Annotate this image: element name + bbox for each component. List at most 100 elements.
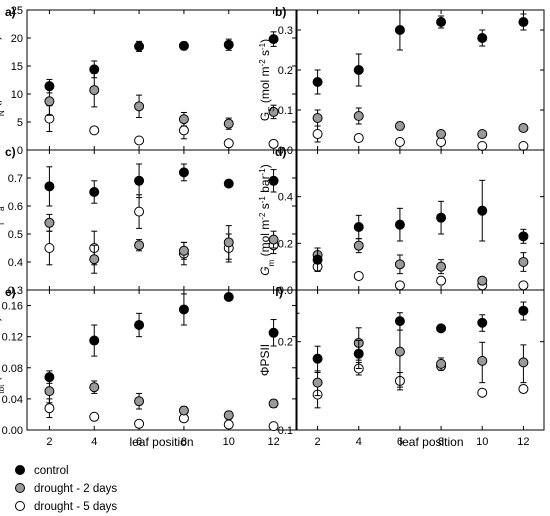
x-tick-label: 10 — [476, 436, 488, 448]
data-point — [134, 175, 145, 186]
panel-c-y-axis-title: Ci/Ca — [0, 206, 6, 233]
series-drought-5-days — [44, 105, 279, 149]
y-tick-label: 0.12 — [2, 332, 23, 344]
data-point — [477, 355, 488, 366]
data-point — [312, 377, 323, 388]
panel-b-y-axis-title: GS (mol m-2 s-1) — [258, 39, 276, 121]
data-point — [353, 348, 364, 359]
x-tick-label: 4 — [356, 436, 362, 448]
panel-e-label: e) — [5, 285, 16, 299]
data-point — [477, 317, 488, 328]
series-control — [44, 292, 279, 384]
series-control — [312, 179, 529, 272]
panel-d-frame — [296, 149, 545, 291]
y-tick-label: 5 — [17, 117, 23, 129]
data-point — [394, 121, 405, 131]
y-tick-label: 25 — [11, 5, 23, 17]
panel-b: b) 0.0 0.1 0.2 0.3GS (mol m-2 s-1) — [258, 5, 545, 157]
data-point — [178, 40, 189, 51]
x-tick-label: 6 — [397, 436, 403, 448]
data-point — [312, 129, 323, 139]
data-point — [178, 405, 189, 416]
legend: control drought - 2 days drought - 5 day… — [15, 465, 117, 513]
data-point — [518, 257, 529, 267]
panels: a) 0 5 10 15 20 25 PN (µmol m-2 s-1) b) 0.0 0.1 0.2… — [0, 5, 545, 448]
data-point — [178, 114, 189, 125]
y-tick-label: 0.2 — [278, 238, 293, 250]
data-point — [44, 386, 55, 397]
panel-e: e) 0.00 0.04 0.08 0.12 0.16 2 4 6 8 10 12 Gtot (mol … — [0, 285, 297, 448]
x-axis-title-left: leaf position — [129, 435, 193, 449]
series-drought-2-days — [312, 323, 529, 397]
x-tick-label: 12 — [517, 436, 529, 448]
data-point — [518, 123, 529, 133]
data-point — [89, 125, 100, 136]
data-point — [134, 396, 145, 407]
data-point — [44, 243, 55, 253]
legend-item-control: control — [15, 465, 69, 477]
data-point — [89, 64, 100, 75]
y-tick-label: 10 — [11, 89, 23, 101]
x-tick-label: 2 — [315, 436, 321, 448]
x-tick-label: 4 — [91, 436, 97, 448]
y-tick-label: 0.16 — [2, 301, 23, 313]
data-point — [134, 135, 145, 146]
data-point — [134, 320, 145, 330]
panel-c-frame — [26, 149, 297, 291]
data-point — [353, 133, 364, 143]
data-point — [353, 65, 364, 75]
y-tick-label: 0.4 — [278, 192, 293, 204]
data-point — [312, 77, 323, 87]
legend-label-drought-2-days: drought - 2 days — [34, 483, 117, 495]
data-point — [477, 129, 488, 139]
data-point — [268, 398, 279, 409]
panel-b-label: b) — [275, 5, 286, 19]
series-drought-5-days — [44, 194, 279, 266]
y-tick-label: 0.2 — [278, 65, 293, 77]
data-point — [134, 418, 145, 429]
y-tick-label: 20 — [11, 33, 23, 45]
legend-marker-drought-2-days — [15, 483, 25, 493]
panel-a-frame — [26, 9, 297, 151]
x-tick-label: 12 — [267, 436, 279, 448]
data-point — [268, 138, 279, 149]
data-point — [178, 167, 189, 178]
panel-d-y-axis-title: Gm (mol m-2 s-1 bar-1) — [258, 164, 276, 275]
y-tick-label: 0.3 — [8, 285, 23, 297]
data-point — [518, 231, 529, 242]
data-point — [477, 275, 488, 286]
legend-item-drought-2-days: drought - 2 days — [15, 483, 117, 495]
data-point — [477, 387, 488, 398]
panel-a: a) 0 5 10 15 20 25 PN (µmol m-2 s-1) — [0, 5, 297, 157]
data-point — [89, 382, 100, 393]
panel-f-y-axis-title: ΦPSII — [258, 344, 272, 376]
legend-marker-drought-5-days — [15, 501, 25, 511]
y-tick-label: 0.00 — [2, 425, 23, 437]
data-point — [518, 141, 529, 151]
series-drought-2-days — [44, 72, 279, 130]
panel-f-label: f) — [275, 285, 283, 299]
data-point — [268, 106, 279, 117]
x-tick-label: 6 — [136, 436, 142, 448]
y-tick-label: 0.6 — [8, 201, 23, 213]
panel-e-frame — [26, 289, 297, 431]
series-control — [44, 31, 279, 94]
data-point — [134, 41, 145, 52]
x-tick-label: 2 — [46, 436, 52, 448]
data-point — [436, 275, 447, 286]
panel-f-frame — [296, 289, 545, 431]
y-tick-label: 0.04 — [2, 394, 23, 406]
data-point — [268, 175, 279, 186]
data-point — [353, 222, 364, 232]
data-point — [89, 335, 100, 346]
data-point — [134, 101, 145, 112]
data-point — [436, 323, 447, 334]
legend-label-drought-5-days: drought - 5 days — [34, 501, 117, 513]
x-axis-title-right: leaf position — [399, 435, 463, 449]
y-tick-label: 0.1 — [278, 105, 293, 117]
y-tick-label: 0.1 — [278, 425, 293, 437]
data-point — [223, 39, 234, 50]
legend-label-control: control — [34, 465, 69, 477]
data-point — [134, 240, 145, 251]
